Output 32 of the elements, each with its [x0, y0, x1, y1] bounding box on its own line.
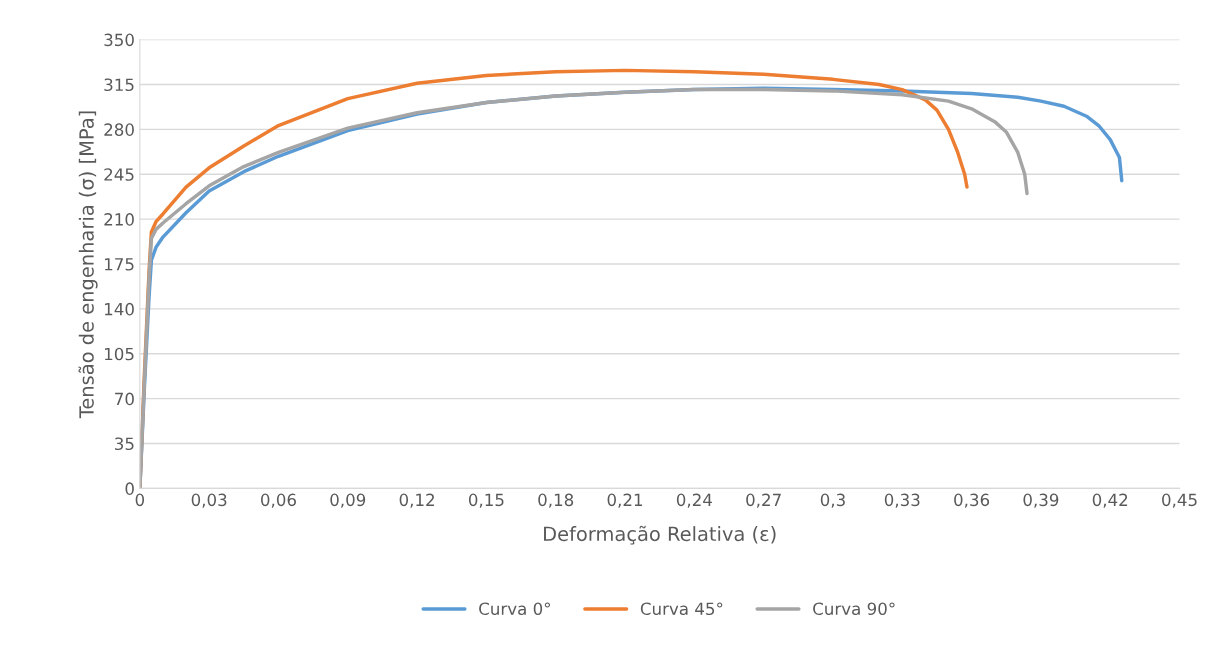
y-tick-label: 210 [104, 213, 134, 226]
y-tick-label: 105 [105, 347, 134, 361]
y-tick-label: 140 [105, 302, 134, 316]
legend-label: Curva 45° [640, 602, 723, 616]
x-tick-label: 0,36 [954, 493, 990, 508]
x-tick-label: 0,24 [676, 493, 712, 508]
y-tick-label: 315 [104, 78, 134, 92]
y-tick-label: 0 [125, 482, 134, 495]
x-tick-label: 0,09 [330, 493, 366, 508]
x-tick-label: 0,3 [820, 493, 845, 508]
x-tick-label: 0,06 [261, 493, 296, 508]
x-tick-label: 0,18 [538, 493, 574, 508]
legend-label: Curva 0° [479, 602, 550, 616]
y-tick-label: 350 [104, 33, 134, 47]
y-tick-label: 70 [115, 392, 134, 406]
y-tick-label: 280 [104, 123, 134, 136]
x-tick-label: 0,15 [468, 493, 504, 508]
x-tick-label: 0,33 [884, 493, 920, 508]
x-tick-label: 0 [135, 493, 145, 507]
x-tick-label: 0,39 [1023, 493, 1059, 508]
x-tick-label: 0,27 [746, 493, 781, 508]
x-tick-label: 0,03 [191, 493, 227, 508]
x-tick-label: 0,21 [607, 493, 643, 508]
x-tick-label: 0,45 [1162, 493, 1197, 508]
x-axis-title: Deformação Relativa (ε) [544, 525, 776, 545]
y-tick-label: 35 [115, 437, 134, 451]
y-tick-label: 175 [105, 258, 134, 271]
x-tick-label: 0,12 [399, 493, 434, 508]
y-tick-label: 245 [104, 168, 134, 181]
legend-label: Curva 90° [813, 602, 895, 616]
x-tick-label: 0,42 [1092, 493, 1128, 508]
y-axis-title: Tensão de engenharia (σ) [MPa] [78, 111, 98, 419]
